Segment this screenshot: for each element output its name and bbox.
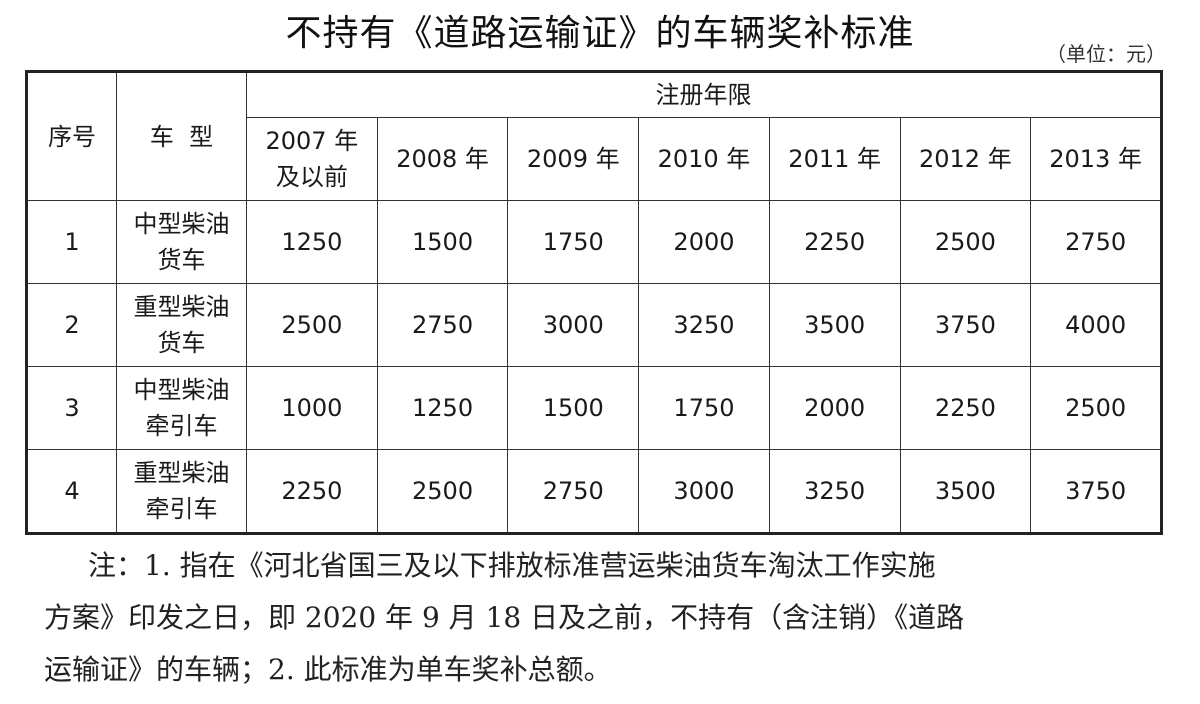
subsidy-cell: 4000 [1030,283,1162,367]
subsidy-cell: 2500 [246,283,378,367]
vehicle-type-line: 重型柴油 [133,459,230,487]
unit-label: （单位：元） [1046,42,1166,66]
subsidy-cell: 1000 [246,366,378,450]
table-row: 2 重型柴油 货车 2500 2750 3000 3250 3500 3750 … [26,283,1162,367]
year-header-2013: 2013 年 [1030,117,1162,201]
row-vehicle-type: 中型柴油 牵引车 [116,366,247,450]
row-vehicle-type: 中型柴油 货车 [116,200,247,284]
subsidy-cell: 3500 [899,449,1032,534]
row-seq: 1 [26,200,117,284]
footnote-line: 注：1. 指在《河北省国三及以下排放标准营运柴油货车淘汰工作实施 [88,549,936,582]
year-header-2008: 2008 年 [376,117,509,201]
footnote: 注：1. 指在《河北省国三及以下排放标准营运柴油货车淘汰工作实施 方案》印发之日… [44,540,1164,696]
year-header-line: 及以前 [275,163,348,191]
subsidy-cell: 1750 [638,366,770,450]
vehicle-type-line: 牵引车 [145,495,218,523]
row-seq: 4 [26,449,117,534]
subsidy-cell: 2750 [1030,200,1162,284]
subsidy-cell: 3750 [899,283,1032,367]
subsidy-cell: 3250 [768,449,901,534]
subsidy-cell: 1500 [507,366,640,450]
subsidy-cell: 3750 [1030,449,1162,534]
subsidy-cell: 3500 [768,283,901,367]
row-seq: 3 [26,366,117,450]
subsidy-cell: 3000 [638,449,770,534]
table-row: 3 中型柴油 牵引车 1000 1250 1500 1750 2000 2250… [26,366,1162,450]
subsidy-cell: 2250 [246,449,378,534]
subsidy-cell: 2500 [376,449,509,534]
year-header-2009: 2009 年 [507,117,640,201]
subsidy-table: 序号 车 型 注册年限 2007 年 及以前 2008 年 2009 年 201… [25,70,1163,535]
vehicle-type-line: 货车 [157,329,206,357]
subsidy-cell: 2250 [768,200,901,284]
subsidy-cell: 2250 [899,366,1032,450]
page-title: 不持有《道路运输证》的车辆奖补标准 [285,13,915,54]
subsidy-cell: 2750 [376,283,509,367]
vehicle-type-line: 牵引车 [145,412,218,440]
vehicle-type-line: 重型柴油 [133,293,230,321]
header-row-years: 2007 年 及以前 2008 年 2009 年 2010 年 2011 年 2… [27,117,1162,201]
subsidy-cell: 2500 [899,200,1032,284]
footnote-line: 运输证》的车辆；2. 此标准为单车奖补总额。 [44,653,612,686]
year-header-2012: 2012 年 [899,117,1032,201]
header-seq: 序号 [26,71,117,201]
subsidy-cell: 1500 [376,200,509,284]
footnote-line: 方案》印发之日，即 2020 年 9 月 18 日及之前，不持有（含注销）《道路 [44,601,965,634]
year-header-2011: 2011 年 [768,117,901,201]
year-header-2007: 2007 年 及以前 [246,117,378,201]
year-header-2010: 2010 年 [638,117,770,201]
vehicle-type-line: 中型柴油 [133,210,230,238]
row-vehicle-type: 重型柴油 牵引车 [116,449,247,534]
subsidy-cell: 3000 [507,283,640,367]
row-seq: 2 [26,283,117,367]
subsidy-cell: 2500 [1030,366,1162,450]
vehicle-type-line: 中型柴油 [133,376,230,404]
subsidy-cell: 3250 [638,283,770,367]
header-registration-years: 注册年限 [246,71,1162,118]
table-row: 4 重型柴油 牵引车 2250 2500 2750 3000 3250 3500… [26,449,1162,534]
row-vehicle-type: 重型柴油 货车 [116,283,247,367]
subsidy-cell: 2000 [638,200,770,284]
subsidy-cell: 1250 [376,366,509,450]
header-vehicle-type: 车 型 [116,71,247,201]
header-row-group: 序号 车 型 注册年限 [26,71,1162,201]
vehicle-type-line: 货车 [157,246,206,274]
year-header-line: 2007 年 [265,127,359,155]
subsidy-cell: 2750 [507,449,640,534]
subsidy-cell: 1250 [246,200,378,284]
subsidy-cell: 1750 [507,200,640,284]
subsidy-cell: 2000 [768,366,901,450]
table-row: 1 中型柴油 货车 1250 1500 1750 2000 2250 2500 … [26,200,1162,284]
